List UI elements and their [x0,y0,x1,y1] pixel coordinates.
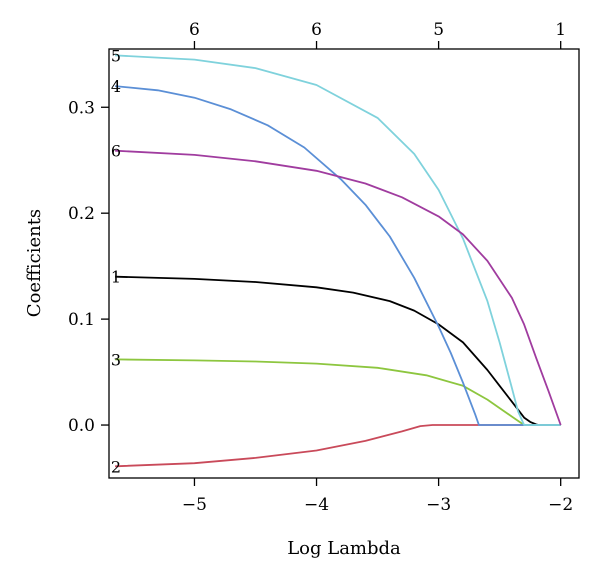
series-line-2 [115,424,561,468]
series-line-1 [115,275,539,426]
top-axis: 6 6 5 1 [189,20,566,49]
top-tick-label: 6 [189,20,200,40]
series-line-3 [115,358,561,426]
series-label-5: 5 [111,46,121,65]
x-tick-label: −4 [304,495,329,515]
series-label-4: 4 [111,77,121,96]
series-label-2: 2 [111,457,121,476]
x-tick-label: −2 [548,495,573,515]
series-label-3: 3 [111,350,121,369]
series-label-6: 6 [111,142,121,161]
series-label-1: 1 [111,268,121,287]
series-layer [115,54,562,468]
y-tick-label: 0.0 [68,416,95,436]
series-line-5 [115,54,561,426]
top-tick-label: 5 [433,20,444,40]
bottom-axis: −5 −4 −3 −2 [182,478,573,515]
x-tick-label: −3 [426,495,451,515]
series-line-4 [115,85,561,426]
x-tick-label: −5 [182,495,207,515]
y-tick-label: 0.1 [68,310,95,330]
line-labels: 1 2 3 4 5 6 [111,46,121,476]
y-tick-label: 0.3 [68,98,95,118]
plot-frame [108,48,580,479]
y-axis-title: Coefficients [24,209,45,317]
y-tick-label: 0.2 [68,204,95,224]
series-line-6 [115,149,562,426]
top-tick-label: 6 [311,20,322,40]
left-axis: 0.0 0.1 0.2 0.3 [68,98,109,436]
x-axis-title: Log Lambda [287,538,401,559]
top-tick-label: 1 [555,20,566,40]
